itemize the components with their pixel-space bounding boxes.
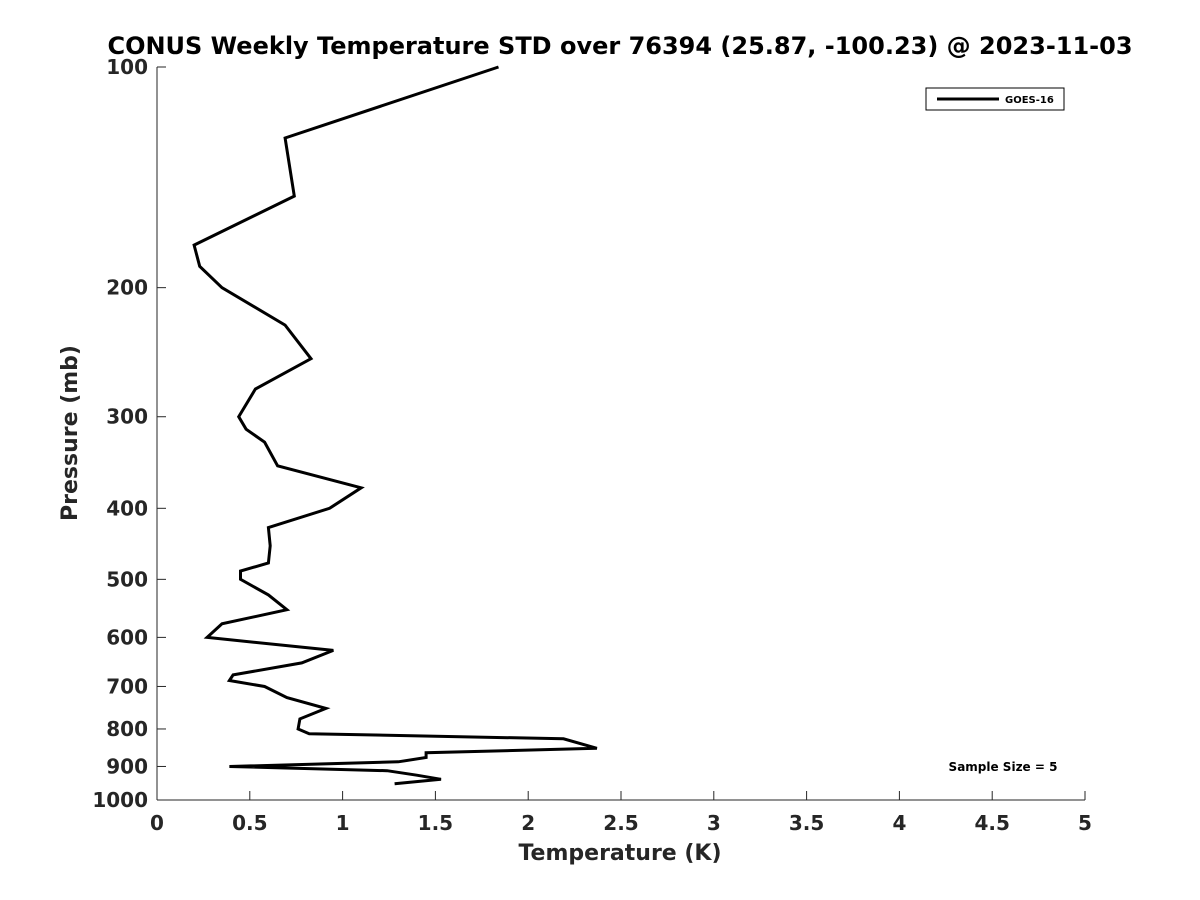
x-tick-label: 4.5 [974,811,1009,835]
x-tick-label: 1.5 [418,811,453,835]
x-tick-label: 0 [150,811,164,835]
legend-label: GOES-16 [1005,95,1054,106]
x-tick-label: 2.5 [603,811,638,835]
y-tick-label: 200 [106,276,148,300]
y-tick-label: 900 [106,754,148,778]
x-tick-label: 0.5 [232,811,267,835]
x-axis-label: Temperature (K) [518,841,721,866]
y-tick-label: 500 [106,567,148,591]
series-line-goes-16 [192,65,598,786]
legend: GOES-16 [925,87,1065,111]
tick-labels: 0 0.5 1 1.5 2 2.5 3 3.5 4 4.5 5 100 200 300 400 500 600 7… [92,55,1092,835]
y-tick-label: 100 [106,55,148,79]
x-tick-label: 3.5 [789,811,824,835]
y-tick-label: 700 [106,674,148,698]
x-tick-label: 1 [336,811,350,835]
y-tick-label: 800 [106,717,148,741]
y-tick-label: 400 [106,496,148,520]
y-axis-label: Pressure (mb) [58,345,83,521]
sample-size-annotation: Sample Size = 5 [949,760,1058,774]
y-tick-label: 300 [106,405,148,429]
y-tick-label: 1000 [92,788,148,812]
x-tick-label: 2 [521,811,535,835]
y-tick-label: 600 [106,625,148,649]
x-tick-label: 5 [1078,811,1092,835]
x-tick-label: 4 [892,811,906,835]
series-group [192,65,598,786]
chart-title: CONUS Weekly Temperature STD over 76394 … [107,32,1132,60]
axes [156,66,1086,801]
x-tick-label: 3 [707,811,721,835]
